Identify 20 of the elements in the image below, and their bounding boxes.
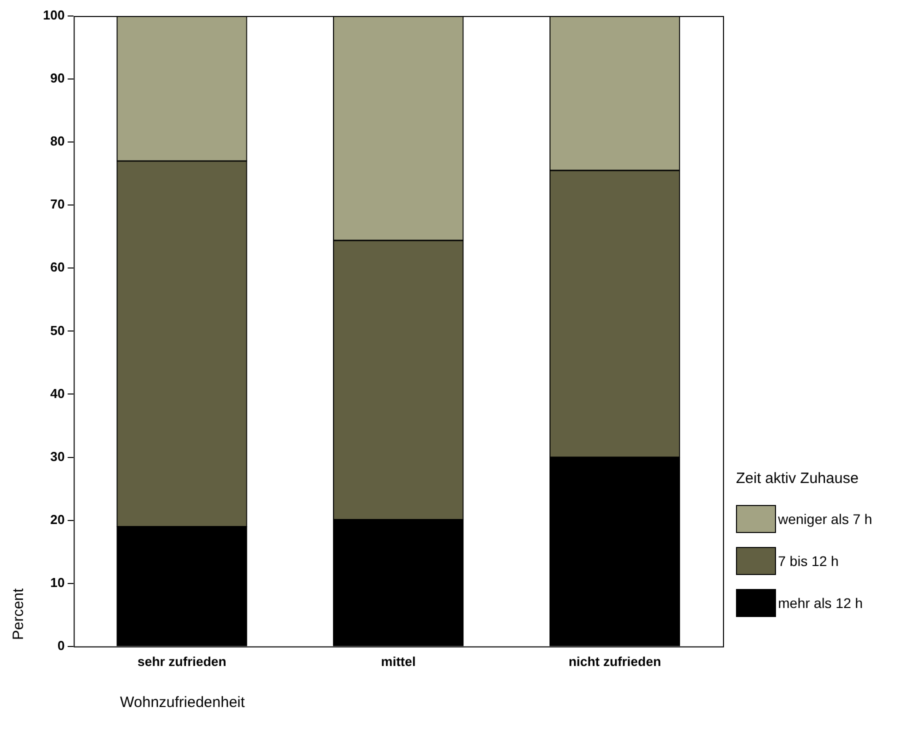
y-tick-label: 60 [50,260,65,275]
x-tick-label: nicht zufrieden [568,654,662,669]
x-tick-label: mittel [381,654,416,669]
y-axis-title: Percent [10,588,27,640]
x-axis-title: Wohnzufriedenheit [120,694,245,711]
legend-title: Zeit aktiv Zuhause [736,470,860,487]
x-tick-label: sehr zufrieden [137,654,226,669]
legend-label: 7 bis 12 h [778,553,839,569]
y-tick-label: 50 [50,322,65,338]
legend-label: weniger als 7 h [778,511,872,527]
legend-label: mehr als 12 h [778,595,863,611]
y-tick-label: 100 [42,8,65,23]
y-tick-label: 80 [50,134,65,149]
y-tick-label: 30 [50,448,65,464]
y-tick-label: 10 [50,574,65,590]
y-tick-label: 90 [50,70,65,86]
y-tick-label: 20 [50,512,65,527]
y-tick-label: 0 [57,638,65,653]
y-tick-label: 40 [50,386,65,401]
y-tick-label: 70 [50,196,65,212]
